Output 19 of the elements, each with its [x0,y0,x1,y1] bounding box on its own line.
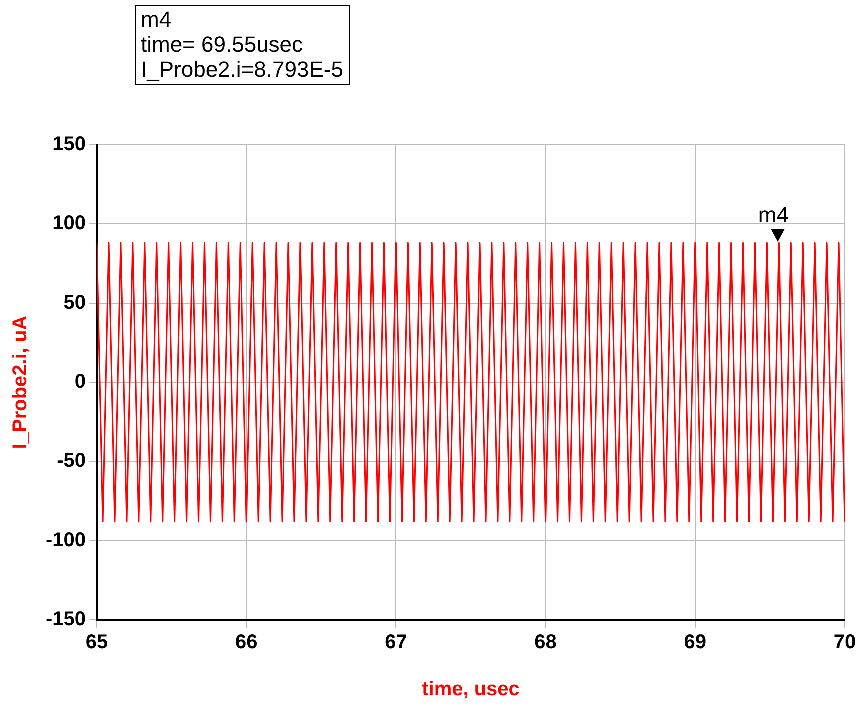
text: time= 69.55usec [141,32,304,57]
x-axis-title: time, usec [422,678,520,701]
y-axis-title: I_Probe2.i, uA [10,316,32,450]
x-tick-label: 67 [385,632,408,654]
x-tick-label: 70 [834,632,856,654]
y-tick-label: 100 [52,212,86,235]
y-tick-label: -150 [46,608,86,631]
x-tick-label: 69 [684,632,707,654]
annotation: m4 [758,202,789,228]
y-tick-label: -50 [57,450,86,472]
x-tick-label: 65 [86,632,108,654]
y-tick-label: -100 [46,529,86,552]
y-tick-label: 0 [74,371,86,394]
x-tick-label: 68 [534,632,557,654]
text: m4 [141,7,173,32]
x-tick-label: 66 [236,632,258,654]
text: I_Probe2.i=8.793E-5 [141,57,344,82]
y-tick-label: 50 [64,292,86,314]
y-tick-label: 150 [52,134,86,156]
